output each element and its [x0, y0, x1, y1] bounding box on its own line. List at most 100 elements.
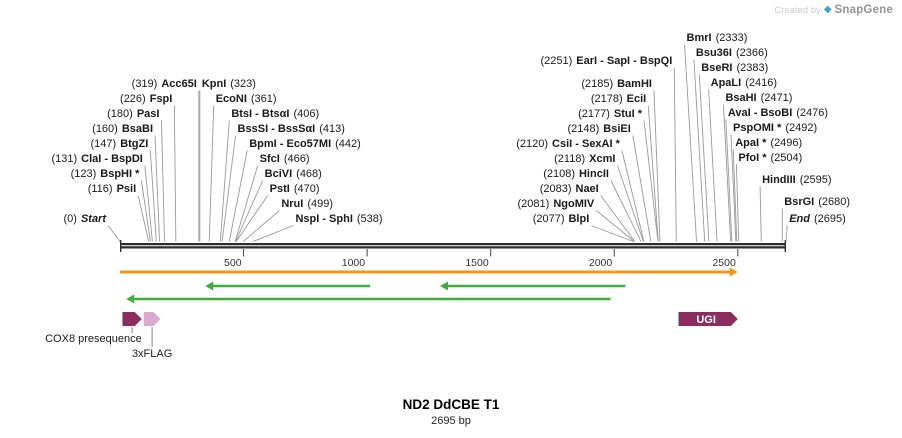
enzyme-label: PstI (470)	[270, 183, 320, 195]
site-leader-line	[149, 150, 157, 242]
site-leader-line	[137, 195, 150, 242]
site-leader-line	[228, 150, 248, 242]
enzyme-label: BseRI (2383)	[701, 62, 768, 74]
feature-arrowhead	[729, 267, 738, 277]
enzyme-label: Bsu36I (2366)	[696, 47, 768, 59]
enzyme-label: (2081) NgoMIV	[518, 198, 595, 210]
sequence-map-svg: 500 1000 1500 2000 2500 (319) Acc65I (226) FspI (…	[45, 32, 850, 360]
enzyme-label: (2077) BlpI	[533, 213, 590, 225]
site-leader-line	[616, 165, 644, 242]
enzyme-label: (123) BspHI *	[71, 168, 141, 180]
enzyme-label: (116) PsiI	[88, 183, 136, 195]
site-leader-line	[621, 150, 645, 242]
ruler-tick-label: 2500	[712, 257, 736, 269]
watermark: Created by ◆ SnapGene	[774, 4, 893, 16]
ruler-tick-label: 1000	[342, 257, 366, 269]
site-leader-line	[600, 195, 636, 242]
enzyme-label: NruI (499)	[281, 198, 333, 210]
enzyme-label: (2120) CsiI - SexAI *	[516, 138, 620, 150]
site-leader-line	[730, 134, 737, 242]
enzyme-label: SfcI (466)	[260, 153, 310, 165]
site-leader-line	[154, 135, 160, 242]
enzyme-label: (147) BtgZI	[91, 138, 149, 150]
site-leader-line	[221, 135, 237, 242]
feature-label: COX8 presequence	[45, 333, 142, 345]
enzyme-label: (2118) XcmI	[554, 153, 615, 165]
enzyme-label: BmrI (2333)	[687, 32, 748, 44]
ruler-tick-label: 500	[224, 257, 242, 269]
site-leader-line	[647, 105, 659, 242]
enzyme-label: PspOMI * (2492)	[733, 122, 817, 134]
map-title: ND2 DdCBE T1	[402, 397, 500, 412]
enzyme-label: (2083) NaeI	[540, 183, 599, 195]
enzyme-label: ApaI * (2496)	[735, 137, 802, 149]
enzyme-label: BtsI - BtsαI (406)	[231, 108, 319, 120]
enzyme-label: (2251) EarI - SapI - BspQI	[541, 55, 673, 67]
site-leader-line	[673, 67, 677, 242]
feature-arrowhead	[126, 294, 135, 304]
site-leader-line	[610, 180, 642, 242]
site-leader-line	[591, 225, 634, 242]
enzyme-label: EcoNI (361)	[216, 93, 277, 105]
enzyme-label: (0) Start	[63, 213, 107, 225]
feature-label: 3xFLAG	[132, 348, 172, 360]
title-block: ND2 DdCBE T1 2695 bp	[0, 397, 902, 427]
site-leader-line	[173, 105, 177, 242]
snapgene-logo-icon: ◆	[823, 4, 832, 15]
enzyme-label: End (2695)	[789, 213, 846, 225]
enzyme-label: BciVI (468)	[265, 168, 322, 180]
ruler-tick-label: 1500	[465, 257, 489, 269]
enzyme-label: (2108) HincII	[543, 168, 609, 180]
enzyme-label: PfoI * (2504)	[738, 152, 802, 164]
snapgene-brand: SnapGene	[834, 4, 893, 16]
enzyme-label: HindIII (2595)	[762, 174, 831, 186]
site-leader-line	[632, 135, 652, 242]
enzyme-label: (2177) StuI *	[578, 108, 643, 120]
site-leader-line	[252, 225, 294, 242]
enzyme-label: (2148) BsiEI	[568, 123, 631, 135]
enzyme-label: NspI - SphI (538)	[295, 213, 382, 225]
enzyme-label: BsrGI (2680)	[784, 196, 850, 208]
enzyme-label: BsaHI (2471)	[725, 92, 792, 104]
enzyme-label: (180) PasI	[107, 108, 159, 120]
enzyme-label: ApaLI (2416)	[711, 77, 777, 89]
enzyme-label: (2185) BamHI	[581, 78, 652, 90]
site-leader-line	[732, 149, 738, 242]
site-leader-line	[219, 120, 230, 242]
enzyme-label: BssSI - BssSαI (413)	[238, 123, 345, 135]
enzyme-label: (160) BsaBI	[92, 123, 153, 135]
site-leader-line	[735, 164, 740, 242]
site-leader-line	[595, 210, 635, 242]
site-leader-line	[234, 165, 259, 242]
feature-arrow	[678, 312, 738, 326]
site-leader-line	[785, 225, 788, 242]
site-leader-line	[684, 44, 697, 242]
site-leader-line	[243, 210, 280, 242]
site-leader-line	[107, 225, 121, 242]
site-leader-line	[144, 165, 153, 242]
site-leader-line	[698, 74, 710, 242]
enzyme-label: (131) ClaI - BspDI	[51, 153, 142, 165]
ruler-tick-label: 2000	[589, 257, 613, 269]
site-leader-line	[208, 105, 215, 242]
site-leader-line	[161, 120, 165, 242]
enzyme-label: AvaI - BsoBI (2476)	[728, 107, 828, 119]
feature-arrowhead	[205, 281, 214, 291]
feature-arrowhead	[440, 281, 449, 291]
site-leader-line	[235, 195, 269, 242]
feature-arrow	[143, 312, 161, 326]
site-leader-line	[725, 119, 733, 242]
site-leader-line	[708, 89, 718, 242]
enzyme-label: KpnI (323)	[202, 78, 256, 90]
feature-arrow	[122, 312, 142, 326]
site-leader-line	[235, 180, 264, 242]
site-leader-line	[643, 120, 659, 242]
map-length: 2695 bp	[431, 415, 471, 427]
site-leader-line	[722, 104, 732, 242]
site-leader-line	[140, 180, 151, 242]
enzyme-label: (226) FspI	[120, 93, 172, 105]
enzyme-label: BpmI - Eco57MI (442)	[249, 138, 361, 150]
site-leader-line	[759, 186, 762, 242]
enzyme-label: (2178) EciI	[591, 93, 646, 105]
